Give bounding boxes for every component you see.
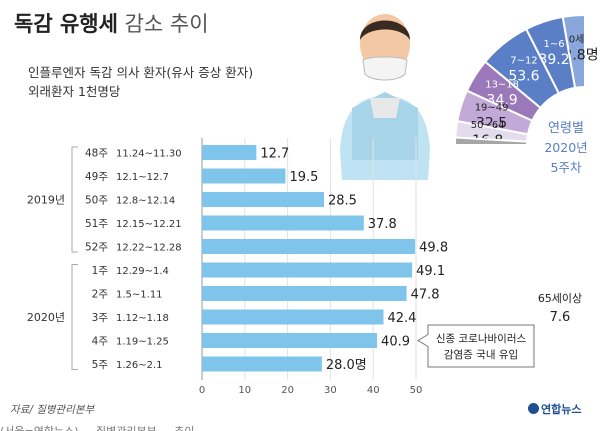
annotation-box (417, 324, 535, 368)
x-tick-label: 40 (367, 385, 380, 396)
donut-slice-value: 39.2 (538, 52, 569, 68)
date-range-label: 12.15~12.21 (116, 219, 182, 230)
bar-value-label: 42.4 (387, 311, 416, 326)
donut-center-label: 2020년 (544, 140, 587, 155)
week-label: 52주 (85, 242, 108, 254)
date-range-label: 1.12~1.18 (116, 313, 169, 324)
bar-value-label: 40.9 (381, 335, 410, 350)
logo-text: 연합뉴스 (541, 403, 582, 416)
date-range-label: 12.1~12.7 (116, 172, 169, 183)
bar (202, 286, 407, 301)
bar (202, 356, 322, 372)
bar-value-label: 28.0명 (326, 358, 367, 373)
annotation-text: 신종 코로나바이러스 (436, 333, 527, 345)
bar-value-label: 12.7 (260, 147, 289, 162)
week-label: 1주 (92, 265, 109, 277)
subtitle-line-1: 인플루엔자 독감 의사 환자(유사 증상 환자) (28, 65, 254, 80)
bar-value-label: 47.8 (411, 288, 440, 303)
group-bracket (71, 264, 78, 370)
date-range-label: 12.8~12.14 (116, 196, 175, 207)
x-tick-label: 30 (324, 385, 337, 396)
week-label: 5주 (92, 359, 109, 371)
donut-slice-value: 53.6 (508, 68, 539, 84)
date-range-label: 11.24~11.30 (116, 149, 182, 160)
bar (202, 239, 416, 254)
bar-value-label: 49.8 (419, 241, 448, 256)
date-range-label: 12.22~12.28 (116, 243, 182, 254)
date-range-label: 1.19~1.25 (116, 337, 169, 348)
week-label: 49주 (85, 171, 108, 183)
donut-slice-label: 13~18 (485, 80, 519, 91)
bar (202, 192, 324, 207)
title-bold: 독감 유행세 (14, 12, 118, 36)
date-range-label: 1.26~2.1 (116, 360, 163, 371)
year-group-label: 2019년 (27, 194, 65, 207)
bar-value-label: 49.1 (416, 264, 445, 279)
masked-person-illustration (340, 14, 430, 180)
x-tick-label: 50 (410, 385, 423, 396)
donut-center-label: 5주차 (551, 160, 582, 175)
x-tick-label: 20 (281, 385, 294, 396)
title-light: 감소 추이 (124, 12, 209, 36)
annotation-text: 감염증 국내 유입 (444, 348, 518, 361)
source-note: 자료/ 질병관리본부 (10, 404, 95, 416)
week-label: 4주 (92, 336, 109, 348)
week-label: 2주 (92, 289, 109, 301)
donut-slice (453, 136, 529, 146)
donut-slice-label: 65세이상 (538, 292, 582, 305)
date-range-label: 12.29~1.4 (116, 266, 169, 277)
year-group-label: 2020년 (27, 311, 65, 324)
week-label: 48주 (85, 148, 108, 160)
clipped-caption: (서울=연합뉴스) ... 질병관리본부 ... 추이 (0, 424, 600, 431)
bar (202, 168, 286, 184)
subtitle-line-2: 외래환자 1천명당 (28, 84, 121, 99)
bar-value-label: 37.8 (368, 217, 397, 232)
week-label: 51주 (85, 218, 108, 230)
date-range-label: 1.5~1.11 (116, 290, 163, 301)
logo-mark-icon (528, 403, 539, 414)
week-label: 3주 (92, 312, 109, 324)
group-bracket (71, 146, 78, 253)
donut-slice-label: 50~64 (471, 120, 505, 131)
bar (202, 333, 378, 348)
bar-value-label: 28.5 (328, 194, 357, 209)
bar-value-label: 19.5 (289, 170, 318, 185)
bar (202, 262, 413, 278)
x-tick-label: 10 (238, 385, 251, 396)
x-tick-label: 0 (199, 385, 205, 396)
donut-slice-value: 7.6 (550, 310, 571, 325)
bar (202, 309, 384, 325)
donut-center-label: 연령별 (548, 121, 584, 136)
donut-slice-label: 0세 (569, 33, 585, 45)
donut-slice-label: 7~12 (510, 55, 537, 66)
bar (202, 145, 257, 160)
week-label: 50주 (85, 195, 108, 207)
donut-slice-label: 1~6 (544, 39, 565, 50)
donut-slice-label: 19~49 (475, 102, 509, 113)
page-title: 독감 유행세 감소 추이 (14, 8, 209, 38)
yonhap-logo: 연합뉴스 (528, 401, 581, 417)
bar (202, 215, 364, 231)
